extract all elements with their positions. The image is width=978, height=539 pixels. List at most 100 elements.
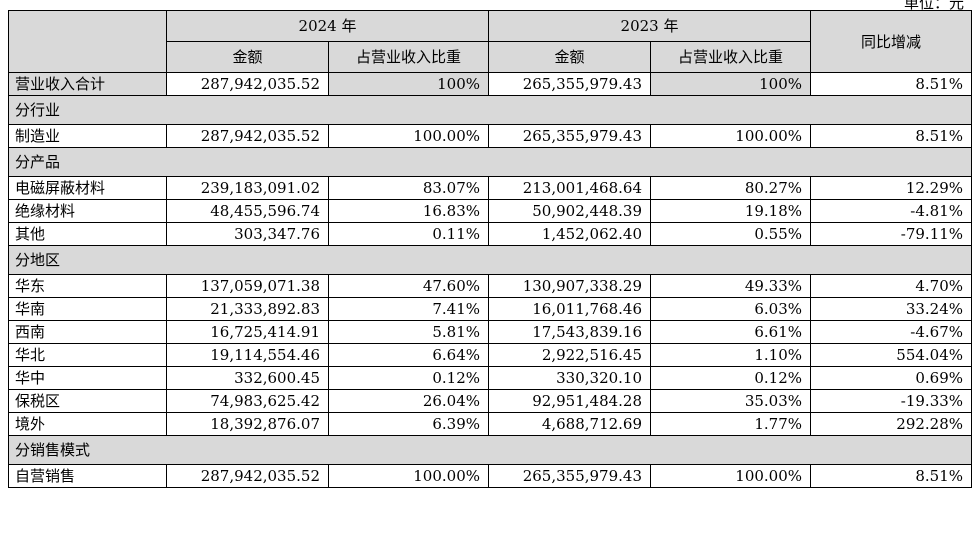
yoy-change: -4.81% (810, 199, 973, 223)
row-label: 绝缘材料 (8, 199, 167, 223)
ratio-2024: 0.11% (327, 222, 490, 246)
amount-2023: 130,907,338.29 (488, 274, 652, 298)
table-row: 华东 137,059,071.38 47.60% 130,907,338.29 49.3… (8, 274, 973, 298)
ratio-2023: 19.18% (650, 199, 812, 223)
amount-2023: 50,902,448.39 (488, 199, 652, 223)
section-header: 分行业 (7, 95, 973, 125)
ratio-2024: 16.83% (327, 199, 490, 223)
table-row: 西南 16,725,414.91 5.81% 17,543,839.16 6.61% -4… (8, 320, 973, 344)
yoy-change: -4.67% (810, 320, 973, 344)
ratio-2024: 83.07% (327, 176, 490, 200)
amount-2023: 4,688,712.69 (488, 412, 652, 436)
ratio-2024: 5.81% (327, 320, 490, 344)
row-label: 华南 (8, 297, 167, 321)
amount-2024: 287,942,035.52 (166, 72, 329, 96)
yoy-change: 33.24% (810, 297, 973, 321)
yoy-change: -79.11% (810, 222, 973, 246)
section-title: 分行业 (7, 95, 973, 125)
table-row: 境外 18,392,876.07 6.39% 4,688,712.69 1.77% 292… (8, 412, 973, 436)
revenue-table: 2024 年 2023 年 同比增减 金额 占营业收入比重 金额 占营业收入比重… (7, 10, 973, 488)
ratio-2023: 100.00% (650, 464, 812, 488)
table-row: 其他 303,347.76 0.11% 1,452,062.40 0.55% -79.11… (8, 222, 973, 246)
ratio-2023: 6.61% (650, 320, 812, 344)
amount-2023: 92,951,484.28 (488, 389, 652, 413)
ratio-2024: 100.00% (327, 464, 490, 488)
ratio-2024: 0.12% (327, 366, 490, 390)
ratio-2023: 100% (650, 72, 812, 96)
section-title: 分销售模式 (7, 435, 973, 465)
header-ratio-2024: 占营业收入比重 (327, 41, 490, 73)
header-year-2023: 2023 年 (488, 10, 812, 42)
yoy-change: 0.69% (810, 366, 973, 390)
header-amount-2024: 金额 (166, 41, 329, 73)
amount-2023: 213,001,468.64 (488, 176, 652, 200)
row-label: 保税区 (8, 389, 167, 413)
section-title: 分地区 (7, 245, 973, 275)
ratio-2024: 26.04% (327, 389, 490, 413)
yoy-change: 4.70% (810, 274, 973, 298)
row-label: 华中 (8, 366, 167, 390)
row-label: 制造业 (8, 124, 167, 148)
ratio-2024: 100.00% (327, 124, 490, 148)
header-year-2024: 2024 年 (165, 10, 490, 42)
yoy-change: 8.51% (810, 72, 973, 96)
amount-2024: 74,983,625.42 (166, 389, 329, 413)
row-label: 华北 (8, 343, 167, 367)
ratio-2023: 0.12% (650, 366, 812, 390)
amount-2023: 17,543,839.16 (488, 320, 652, 344)
row-label: 其他 (8, 222, 167, 246)
table-row: 保税区 74,983,625.42 26.04% 92,951,484.28 35.03… (8, 389, 973, 413)
ratio-2024: 7.41% (327, 297, 490, 321)
ratio-2023: 49.33% (650, 274, 812, 298)
table-row: 制造业 287,942,035.52 100.00% 265,355,979.43 10… (8, 124, 973, 148)
ratio-2023: 1.10% (650, 343, 812, 367)
yoy-change: 292.28% (810, 412, 973, 436)
amount-2024: 18,392,876.07 (166, 412, 329, 436)
yoy-change: -19.33% (810, 389, 973, 413)
ratio-2024: 6.39% (327, 412, 490, 436)
ratio-2023: 35.03% (650, 389, 812, 413)
total-row: 营业收入合计 287,942,035.52 100% 265,355,979.4… (8, 72, 973, 96)
ratio-2024: 100% (327, 72, 490, 96)
yoy-change: 8.51% (810, 124, 973, 148)
header-ratio-2023: 占营业收入比重 (650, 41, 812, 73)
amount-2024: 21,333,892.83 (166, 297, 329, 321)
row-label: 西南 (8, 320, 167, 344)
amount-2023: 265,355,979.43 (488, 72, 652, 96)
yoy-change: 8.51% (810, 464, 973, 488)
amount-2024: 137,059,071.38 (166, 274, 329, 298)
amount-2024: 332,600.45 (166, 366, 329, 390)
table-row: 电磁屏蔽材料 239,183,091.02 83.07% 213,001,468.64… (8, 176, 973, 200)
table-row: 华南 21,333,892.83 7.41% 16,011,768.46 6.03% 33… (8, 297, 973, 321)
ratio-2023: 100.00% (650, 124, 812, 148)
yoy-change: 12.29% (810, 176, 973, 200)
ratio-2024: 47.60% (327, 274, 490, 298)
amount-2024: 48,455,596.74 (166, 199, 329, 223)
row-label: 境外 (8, 412, 167, 436)
row-label: 营业收入合计 (8, 72, 167, 96)
section-header: 分产品 (7, 147, 973, 177)
header-blank (8, 10, 167, 73)
amount-2024: 303,347.76 (166, 222, 329, 246)
table-row: 绝缘材料 48,455,596.74 16.83% 50,902,448.39 19.1… (8, 199, 973, 223)
section-header: 分地区 (7, 245, 973, 275)
ratio-2023: 0.55% (650, 222, 812, 246)
amount-2024: 287,942,035.52 (166, 464, 329, 488)
amount-2024: 16,725,414.91 (166, 320, 329, 344)
ratio-2023: 1.77% (650, 412, 812, 436)
amount-2023: 16,011,768.46 (488, 297, 652, 321)
amount-2024: 19,114,554.46 (166, 343, 329, 367)
yoy-change: 554.04% (810, 343, 973, 367)
amount-2023: 2,922,516.45 (488, 343, 652, 367)
amount-2023: 1,452,062.40 (488, 222, 652, 246)
ratio-2024: 6.64% (327, 343, 490, 367)
row-label: 自营销售 (8, 464, 167, 488)
table-row: 自营销售 287,942,035.52 100.00% 265,355,979.43 1… (8, 464, 973, 488)
amount-2024: 287,942,035.52 (166, 124, 329, 148)
section-title: 分产品 (7, 147, 973, 177)
header-amount-2023: 金额 (488, 41, 652, 73)
header-yoy: 同比增减 (810, 10, 973, 73)
amount-2023: 265,355,979.43 (488, 464, 652, 488)
row-label: 电磁屏蔽材料 (8, 176, 167, 200)
row-label: 华东 (8, 274, 167, 298)
